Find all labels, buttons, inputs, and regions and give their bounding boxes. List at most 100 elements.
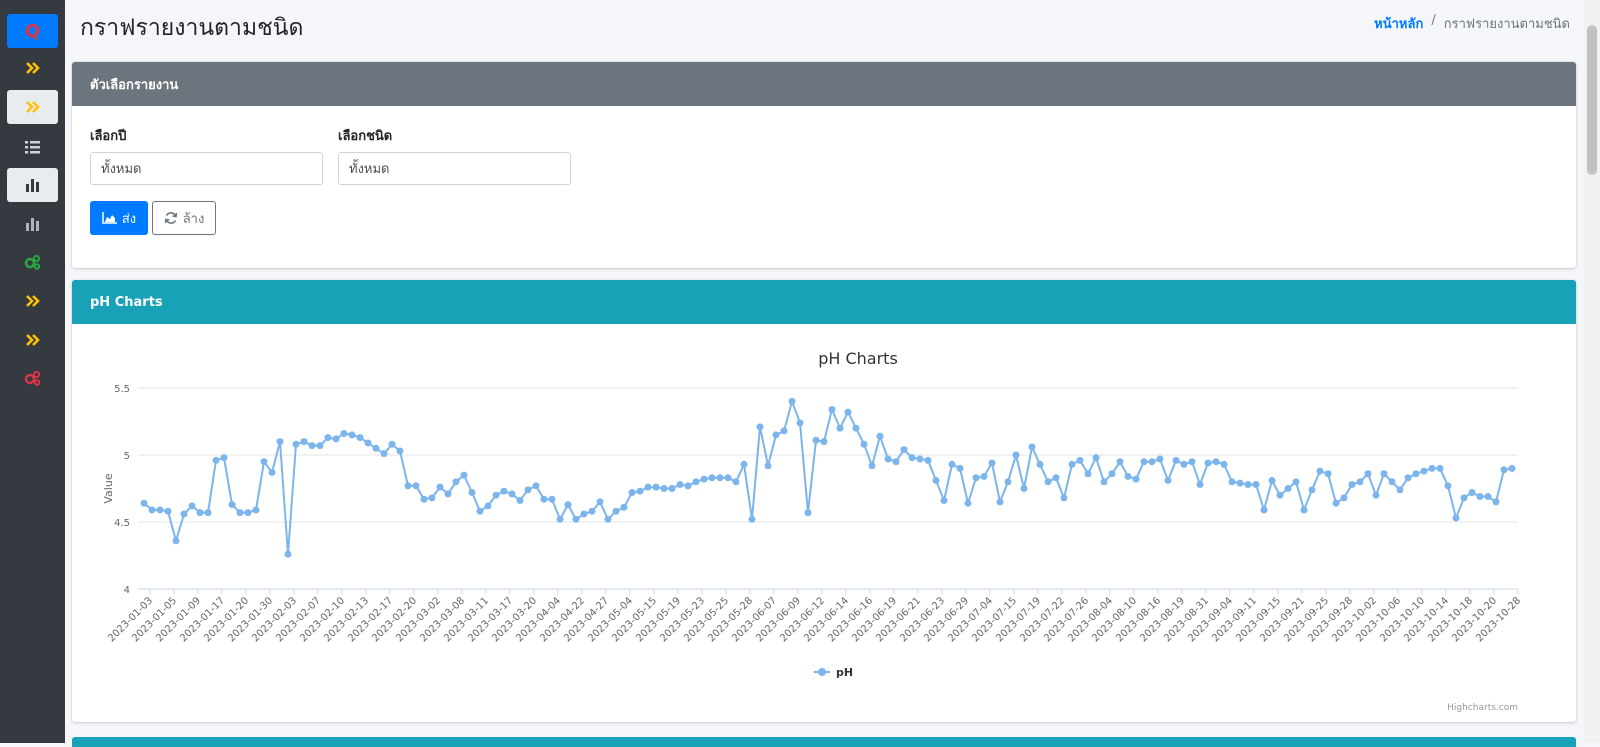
data-point (1436, 464, 1444, 472)
data-point (1364, 470, 1372, 478)
data-point (644, 483, 652, 491)
scrollbar-thumb[interactable] (1587, 25, 1597, 175)
reset-button[interactable]: ล้าง (152, 201, 216, 235)
sidebar-item-4[interactable] (7, 168, 58, 202)
data-point (1180, 460, 1188, 468)
data-point (660, 485, 668, 492)
data-point (948, 460, 956, 468)
data-point (484, 502, 492, 510)
data-point (1492, 498, 1500, 506)
data-point (1124, 472, 1132, 480)
data-point (1004, 478, 1012, 486)
data-point (332, 435, 340, 443)
data-point (892, 458, 900, 466)
type-select-label: เลือกชนิด (338, 129, 393, 144)
data-point (404, 482, 412, 490)
data-point (636, 487, 644, 495)
ph-chart-card: pH Charts pH Charts 4 4.5 5 5.5 Value 2023-01-… (72, 280, 1576, 722)
data-point (1348, 480, 1356, 488)
data-point (820, 438, 828, 446)
data-point (1476, 493, 1484, 501)
data-point (1140, 458, 1148, 466)
sidebar-item-7[interactable] (7, 284, 58, 318)
data-point (388, 440, 396, 448)
data-point (844, 408, 852, 416)
data-point (812, 436, 820, 444)
data-point (180, 510, 188, 518)
ph-line-chart: pH Charts44.555.5Value2023-01-032023-01-… (102, 349, 1523, 713)
data-point (604, 515, 612, 523)
sidebar-item-1[interactable] (7, 51, 58, 85)
data-point (924, 456, 932, 464)
data-point (156, 506, 164, 514)
bar-chart-icon (26, 217, 39, 231)
data-point (468, 489, 476, 497)
data-point (908, 454, 916, 462)
app-logo-button[interactable]: Q (7, 14, 58, 48)
bar-chart-icon (26, 178, 39, 192)
data-point (1340, 494, 1348, 502)
data-point (1100, 478, 1108, 486)
page-title: กราฟรายงานตามชนิด (80, 15, 304, 41)
sidebar-item-5[interactable] (7, 207, 58, 241)
data-point (1404, 474, 1412, 482)
data-point (868, 462, 876, 470)
double-chevron-icon (26, 294, 40, 307)
sidebar: Q (0, 0, 65, 743)
sidebar-item-8[interactable] (7, 323, 58, 357)
data-point (1380, 470, 1388, 478)
data-point (612, 507, 620, 515)
breadcrumb-home-link[interactable]: หน้าหลัก (1374, 17, 1424, 32)
data-point (932, 476, 940, 484)
data-point (236, 509, 244, 517)
data-point (540, 495, 548, 503)
sidebar-item-3[interactable] (7, 130, 58, 164)
data-point (412, 482, 420, 490)
submit-button-label: ส่ง (121, 211, 137, 227)
gears-icon (24, 254, 41, 270)
data-point (556, 515, 564, 523)
data-point (524, 486, 532, 494)
data-point (748, 515, 756, 523)
sidebar-item-9[interactable] (7, 361, 58, 395)
sidebar-item-2[interactable] (7, 90, 58, 124)
area-chart-icon (102, 212, 117, 224)
data-point (356, 434, 364, 442)
submit-button[interactable]: ส่ง (90, 201, 148, 235)
data-point (1028, 443, 1036, 451)
app-logo: Q (24, 20, 41, 42)
data-point (1308, 486, 1316, 494)
page-scrollbar[interactable] (1584, 0, 1600, 743)
data-point (396, 447, 404, 455)
data-point (1292, 478, 1300, 486)
sidebar-item-6[interactable] (7, 245, 58, 279)
data-point (724, 474, 732, 482)
double-chevron-icon (26, 100, 40, 113)
next-card-header (72, 737, 1576, 747)
data-point (204, 509, 212, 517)
data-point (916, 455, 924, 463)
year-select[interactable]: ทั้งหมด (90, 152, 323, 185)
data-point (244, 509, 252, 517)
type-select[interactable]: ทั้งหมด (338, 152, 571, 185)
data-point (500, 487, 508, 495)
data-point (564, 501, 572, 509)
series-line-ph (143, 398, 1513, 555)
data-point (1420, 467, 1428, 475)
data-point (508, 490, 516, 498)
data-point (1460, 494, 1468, 502)
data-point (1052, 474, 1060, 482)
ph-chart-card-header: pH Charts (72, 280, 1576, 324)
data-point (692, 478, 700, 486)
data-point (1396, 486, 1404, 494)
data-point (1044, 478, 1052, 486)
double-chevron-icon (26, 333, 40, 346)
breadcrumb: หน้าหลัก / กราฟรายงานตามชนิด (1374, 13, 1570, 34)
data-point (1084, 470, 1092, 478)
data-point (1164, 476, 1172, 484)
data-point (228, 501, 236, 509)
data-point (380, 450, 388, 458)
data-point (1412, 470, 1420, 478)
data-point (788, 397, 796, 405)
data-point (316, 442, 324, 450)
